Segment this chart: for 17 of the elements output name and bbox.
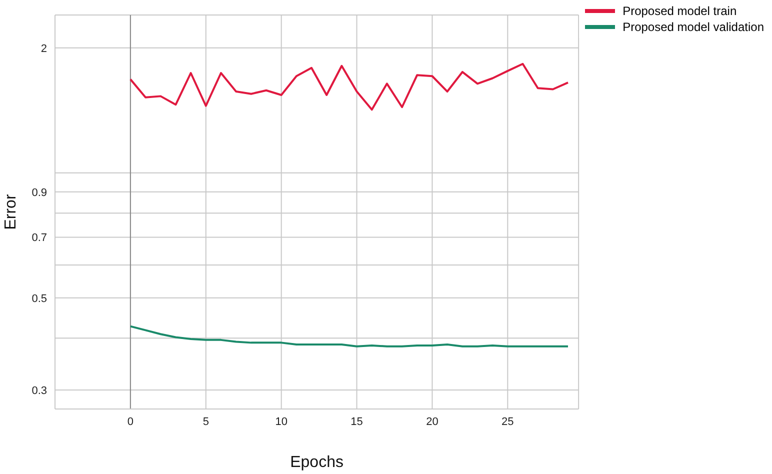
y-tick-label: 0.9 xyxy=(32,186,47,199)
line-series xyxy=(129,62,570,111)
y-tick-label: 0.7 xyxy=(32,232,47,244)
x-tick-label: 20 xyxy=(426,416,438,428)
x-tick-label: 0 xyxy=(127,416,134,428)
legend-label: Proposed model train xyxy=(622,4,737,18)
x-tick-label: 15 xyxy=(350,416,363,428)
y-axis-title: Error xyxy=(2,194,20,230)
y-tick-label: 0.3 xyxy=(32,384,47,397)
x-axis-title: Epochs xyxy=(290,454,344,471)
y-tick-label: 2 xyxy=(40,42,47,55)
line-series xyxy=(129,325,570,348)
legend-label: Proposed model validation xyxy=(622,20,764,34)
y-tick-label: 0.5 xyxy=(32,292,47,305)
x-tick-label: 10 xyxy=(275,416,288,428)
x-tick-label: 5 xyxy=(202,416,209,428)
x-tick-label: 25 xyxy=(502,416,514,428)
